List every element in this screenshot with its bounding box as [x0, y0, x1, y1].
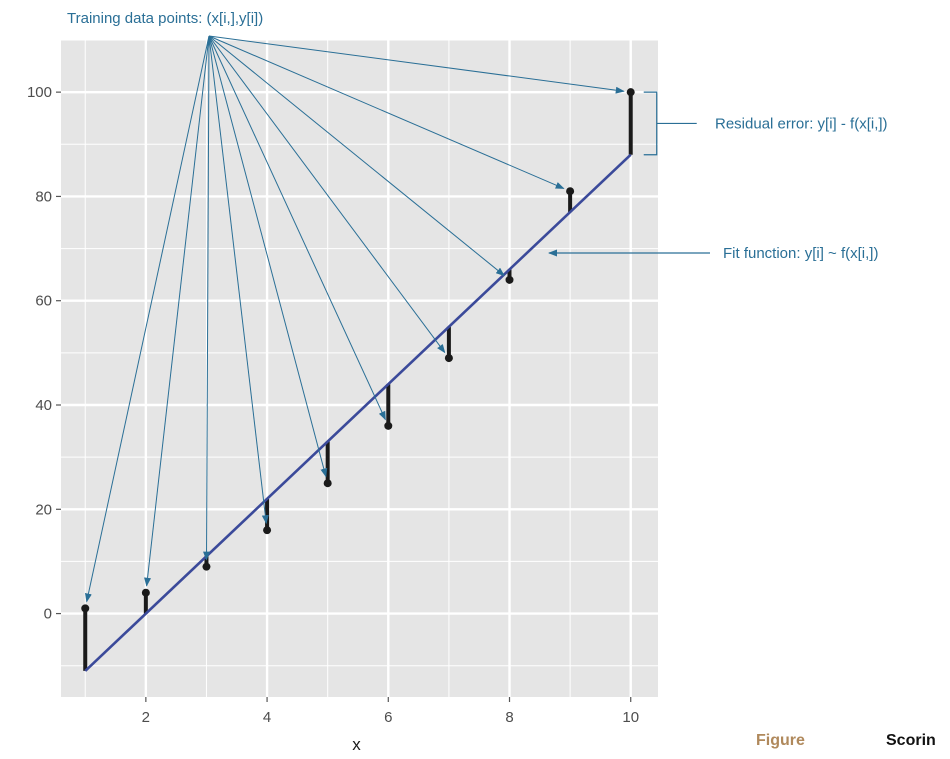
data-point [202, 562, 211, 571]
minor-gridlines [61, 39, 658, 697]
data-point [263, 526, 272, 535]
y-tick-label: 100 [27, 84, 52, 101]
fit-line [84, 153, 632, 672]
training-point-arrow [208, 35, 565, 189]
training-point-arrow [208, 35, 625, 94]
y-tick-label: 0 [44, 606, 52, 623]
figure-caption-text: Scorin [886, 732, 936, 749]
training-point-arrow [208, 35, 328, 478]
data-point [566, 187, 575, 196]
training-point-arrow [208, 35, 269, 525]
y-tick-label: 20 [35, 501, 52, 518]
x-tick-label: 4 [263, 709, 271, 726]
x-tick-label: 6 [384, 709, 392, 726]
y-tick-label: 60 [35, 293, 52, 310]
data-point [81, 604, 90, 613]
annotation-fit-function: Fit function: y[i] ~ f(x[i,]) [723, 245, 878, 262]
training-point-arrow [203, 35, 211, 561]
data-point [505, 275, 514, 284]
residual-bracket [643, 91, 697, 156]
y-tick-label: 80 [35, 188, 52, 205]
training-point-arrow [208, 35, 446, 354]
data-point [384, 421, 393, 430]
x-tick-label: 8 [505, 709, 513, 726]
training-point-arrow [208, 35, 386, 421]
data-point [444, 354, 453, 363]
training-point-arrow [208, 35, 505, 277]
training-point-arrow [144, 35, 210, 587]
x-tick-label: 10 [622, 709, 639, 726]
annotation-residual-error: Residual error: y[i] - f(x[i,]) [715, 115, 888, 132]
annotation-training-points: Training data points: (x[i,],y[i]) [67, 10, 263, 27]
y-tick-label: 40 [35, 397, 52, 414]
x-tick-label: 2 [142, 709, 150, 726]
annotation-arrows [84, 35, 710, 603]
figure-label: Figure [756, 732, 805, 749]
plot-panel [61, 40, 658, 697]
data-points [81, 88, 635, 613]
data-point [141, 588, 150, 597]
major-gridlines [61, 40, 658, 697]
x-axis-label: x [352, 735, 361, 754]
data-point [626, 88, 635, 97]
data-point [323, 479, 332, 488]
training-point-arrow [84, 35, 210, 603]
